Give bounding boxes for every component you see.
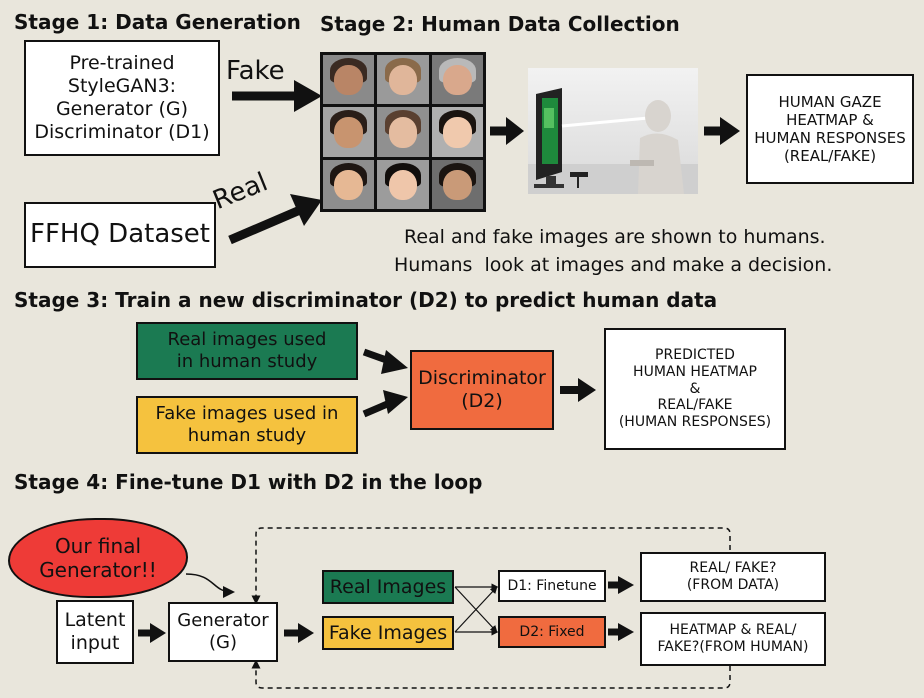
heatmap-from-human-box: HEATMAP & REAL/ FAKE?(FROM HUMAN)	[640, 612, 826, 666]
cross-connectors	[454, 583, 499, 636]
face-thumbnail	[323, 159, 375, 209]
fake-to-d2-arrow	[362, 390, 408, 418]
d2-fixed-box: D2: Fixed	[498, 616, 606, 648]
face-thumbnail	[323, 107, 375, 157]
generator-g-box: Generator (G)	[168, 602, 278, 662]
stage1-title: Stage 1: Data Generation	[14, 10, 301, 34]
stylegan-box: Pre-trained StyleGAN3: Generator (G) Dis…	[24, 40, 220, 156]
stage2-caption-line1: Real and fake images are shown to humans…	[404, 226, 826, 248]
faces-to-scene-arrow	[490, 117, 524, 145]
face-thumbnail	[431, 55, 483, 105]
d1-finetune-box: D1: Finetune	[498, 570, 606, 602]
feedback-loop-top	[251, 527, 731, 605]
predicted-human-output-box: PREDICTED HUMAN HEATMAP & REAL/FAKE (HUM…	[604, 328, 786, 450]
fake-arrow	[232, 80, 322, 112]
human-gaze-output-box: HUMAN GAZE HEATMAP & HUMAN RESPONSES (RE…	[746, 74, 914, 184]
real-fake-from-data-box: REAL/ FAKE? (FROM DATA)	[640, 552, 826, 602]
face-thumbnail	[431, 159, 483, 209]
fake-images-used-box: Fake images used in human study	[136, 396, 358, 454]
latent-to-generator-arrow	[138, 623, 166, 643]
ffhq-dataset-box: FFHQ Dataset	[24, 202, 216, 268]
stage3-title: Stage 3: Train a new discriminator (D2) …	[14, 288, 718, 312]
generator-to-fake-arrow	[284, 623, 314, 643]
real-images-used-box: Real images used in human study	[136, 322, 358, 380]
feedback-loop-bottom	[251, 659, 731, 689]
discriminator-d2-box: Discriminator (D2)	[410, 350, 554, 430]
face-thumbnail	[377, 107, 429, 157]
face-thumbnail	[377, 55, 429, 105]
face-thumbnail	[323, 55, 375, 105]
eye-tracking-scene-image	[528, 68, 698, 194]
fake-label: Fake	[226, 56, 285, 86]
real-images-box: Real Images	[322, 570, 454, 604]
stage4-title: Stage 4: Fine-tune D1 with D2 in the loo…	[14, 470, 483, 494]
fake-images-box: Fake Images	[322, 616, 454, 650]
face-grid-image	[320, 52, 486, 212]
latent-input-box: Latent input	[56, 600, 134, 664]
stage2-title: Stage 2: Human Data Collection	[320, 12, 680, 36]
stage2-caption-line2: Humans look at images and make a decisio…	[394, 254, 833, 276]
scene-to-output-arrow	[704, 117, 740, 145]
eye-tracking-illustration	[528, 88, 698, 194]
d2-to-out2-arrow	[608, 623, 634, 641]
face-thumbnail	[377, 159, 429, 209]
d1-to-out1-arrow	[608, 576, 634, 594]
final-generator-cloud: Our final Generator!!	[8, 518, 188, 598]
cloud-to-generator-arrow	[185, 573, 235, 598]
real-to-d2-arrow	[362, 348, 408, 374]
d2-to-output-arrow	[560, 378, 596, 402]
real-arrow	[228, 194, 322, 245]
face-thumbnail	[431, 107, 483, 157]
